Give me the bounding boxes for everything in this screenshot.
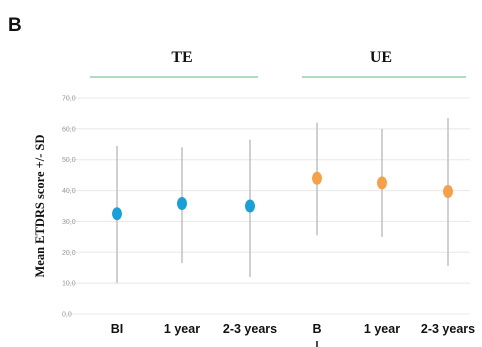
y-tick-label: 50,0 (62, 157, 76, 164)
group-headers: TE UE (90, 49, 466, 78)
x-tick-label: BI (111, 322, 124, 336)
data-point (112, 207, 122, 221)
y-tick-label: 30,0 (62, 219, 76, 226)
x-tick-labels: BI 1 year 2-3 years B 1 year 2-3 years (111, 322, 475, 347)
y-tick-label: 70,0 (62, 96, 76, 103)
group-header-label: TE (171, 49, 192, 66)
x-tick-label: 1 year (164, 322, 200, 336)
y-axis-label: Mean ETDRS score +/- SD (33, 135, 47, 278)
error-bars (116, 118, 449, 284)
data-point (245, 199, 255, 213)
x-tick-label: B (312, 322, 321, 336)
panel-label: B (8, 15, 22, 36)
x-tick-label: 2-3 years (223, 322, 277, 336)
data-point (177, 197, 187, 211)
data-points (112, 171, 453, 221)
y-tick-label: 0,0 (62, 312, 72, 319)
y-tick-label: 20,0 (62, 250, 76, 257)
y-tick-label: 60,0 (62, 126, 76, 133)
group-header-label: UE (370, 49, 392, 66)
grid-layer: 0,0 10,0 20,0 30,0 40,0 50,0 60,0 70,0 (62, 96, 470, 319)
data-point (312, 171, 322, 185)
data-point (377, 176, 387, 190)
x-tick-label: 2-3 years (421, 322, 475, 336)
x-tick-label: 1 year (364, 322, 400, 336)
data-point (443, 184, 453, 198)
y-tick-label: 10,0 (62, 281, 76, 288)
y-tick-label: 40,0 (62, 188, 76, 195)
